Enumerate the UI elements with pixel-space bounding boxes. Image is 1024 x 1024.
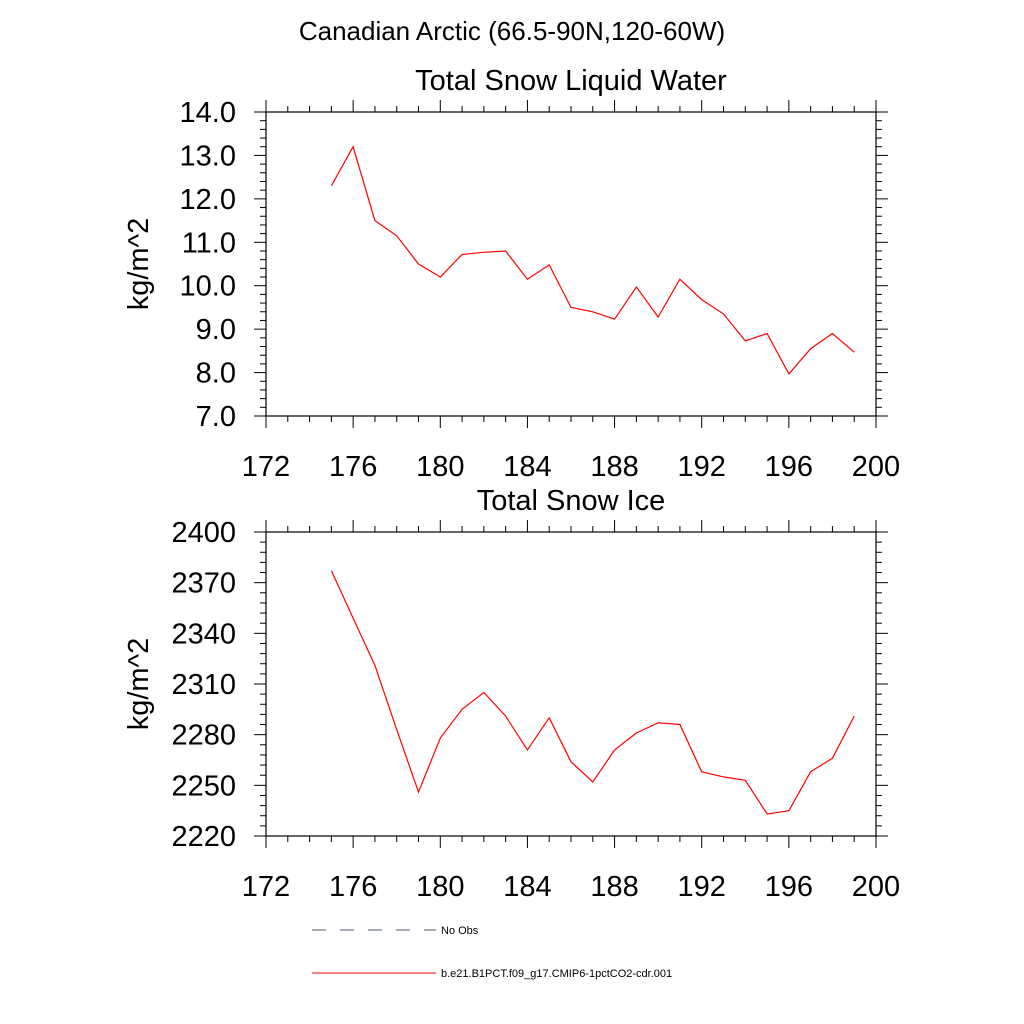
plot-frame: [265, 111, 877, 417]
x-tick-label: 180: [416, 871, 464, 903]
y-tick-label: 13.0: [180, 140, 236, 172]
legend: No Obs b.e21.B1PCT.f09_g17.CMIP6-1pctCO2-…: [312, 925, 672, 980]
y-tick-label: 2310: [171, 669, 236, 701]
y-tick-label: 2340: [171, 618, 236, 650]
y-tick-label: 9.0: [196, 314, 236, 346]
panel-snow-liquid-water: Total Snow Liquid Water kg/m^2 172 176 180 18…: [123, 65, 900, 483]
series-line: [330, 145, 855, 375]
x-tick-label: 172: [242, 871, 290, 903]
x-tick-label: 188: [590, 451, 638, 483]
legend-item: b.e21.B1PCT.f09_g17.CMIP6-1pctCO2-cdr.00…: [312, 968, 672, 980]
y-tick-label: 2370: [171, 568, 236, 600]
x-tick-label: 176: [329, 451, 377, 483]
y-tick-label: 11.0: [182, 227, 236, 259]
y-tick-label: 2280: [171, 720, 236, 752]
y-tick-label: 14.0: [180, 97, 236, 129]
x-tick-label: 196: [765, 451, 813, 483]
plot-frame: [265, 531, 877, 837]
plot-title: Total Snow Ice: [477, 485, 666, 517]
legend-label: b.e21.B1PCT.f09_g17.CMIP6-1pctCO2-cdr.00…: [441, 968, 672, 980]
x-tick-label: 200: [852, 871, 900, 903]
series-line: [330, 570, 855, 815]
y-tick-label: 10.0: [180, 271, 236, 303]
x-tick-label: 184: [503, 451, 551, 483]
x-tick-label: 176: [329, 871, 377, 903]
y-tick-label: 2220: [171, 821, 236, 853]
plot-title: Total Snow Liquid Water: [415, 65, 727, 97]
panel-snow-ice: Total Snow Ice kg/m^2 172 176 180 184 188 192 19…: [123, 485, 900, 903]
x-tick-label: 180: [416, 451, 464, 483]
x-tick-label: 192: [678, 871, 726, 903]
x-tick-label: 200: [852, 451, 900, 483]
y-tick-label: 8.0: [196, 358, 236, 390]
legend-item: No Obs: [312, 925, 479, 937]
figure-suptitle: Canadian Arctic (66.5-90N,120-60W): [298, 16, 726, 46]
y-tick-label: 2400: [171, 517, 236, 549]
y-tick-label: 2250: [171, 770, 236, 802]
x-tick-label: 172: [242, 451, 290, 483]
x-tick-label: 196: [765, 871, 813, 903]
y-tick-label: 12.0: [180, 184, 236, 216]
y-axis-label: kg/m^2: [123, 638, 155, 731]
x-tick-label: 188: [590, 871, 638, 903]
legend-label: No Obs: [441, 925, 479, 937]
x-tick-label: 184: [503, 871, 551, 903]
x-tick-label: 192: [678, 451, 726, 483]
y-axis-label: kg/m^2: [123, 218, 155, 311]
y-tick-label: 7.0: [196, 401, 236, 433]
